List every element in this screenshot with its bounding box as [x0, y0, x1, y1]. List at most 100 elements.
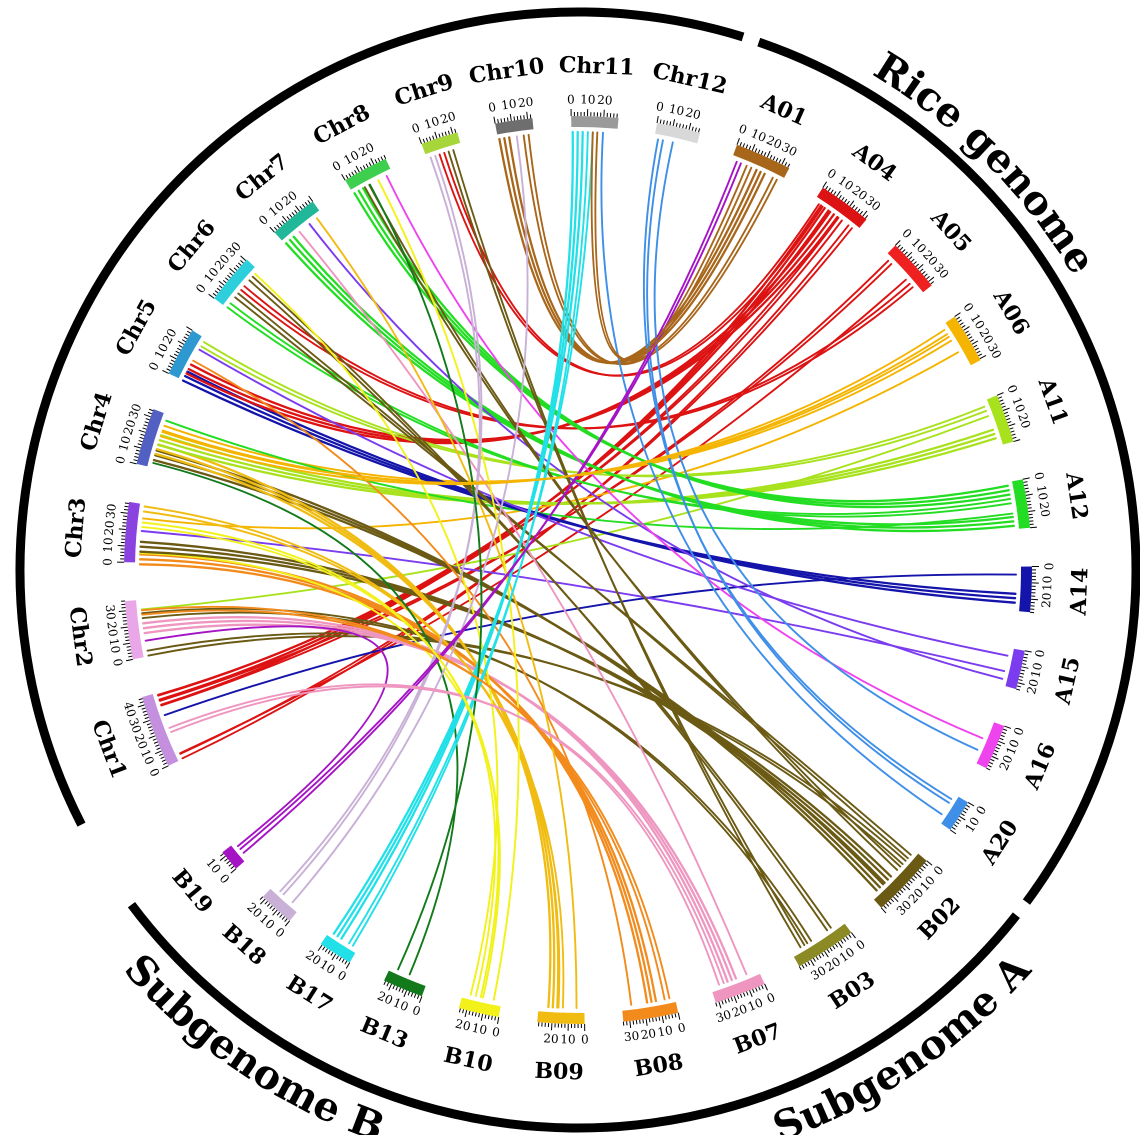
tick-mark [1023, 478, 1030, 479]
tick-label: 20 [439, 109, 458, 127]
tick-mark [1019, 676, 1023, 677]
synteny-link [453, 150, 800, 947]
tick-mark [1018, 683, 1025, 685]
tick-mark [886, 903, 889, 906]
chromosome-label: Chr12 [650, 57, 730, 99]
tick-mark [121, 512, 128, 513]
tick-mark [900, 890, 903, 893]
tick-mark [683, 124, 684, 128]
tick-mark [287, 216, 290, 219]
tick-mark [1026, 498, 1030, 499]
tick-label: 0 [146, 360, 162, 373]
chromosome-label: B17 [282, 970, 337, 1018]
chromosome-label: Chr9 [391, 68, 456, 111]
tick-mark [140, 437, 144, 438]
tick-mark [762, 985, 764, 989]
tick-mark [1003, 729, 1007, 730]
chromosome-label: A14 [1065, 567, 1093, 617]
tick-mark [902, 249, 905, 252]
tick-mark [779, 159, 781, 163]
tick-mark [270, 227, 275, 232]
tick-mark [127, 647, 131, 648]
tick-mark [143, 711, 147, 712]
tick-mark [1030, 527, 1037, 528]
tick-mark [844, 199, 846, 202]
tick-mark [411, 993, 412, 997]
tick-mark [1002, 406, 1006, 407]
tick-mark [229, 864, 232, 867]
tick-mark [277, 225, 280, 228]
tick-mark [139, 430, 146, 432]
subgenome-a-label: Subgenome A [767, 945, 1041, 1135]
tick-mark [161, 757, 165, 759]
tick-mark [179, 345, 182, 347]
chromosome-label: Chr2 [64, 605, 98, 668]
tick-mark [463, 1009, 464, 1013]
tick-mark [636, 1020, 637, 1024]
tick-mark [171, 360, 175, 362]
tick-label: 0 [960, 300, 976, 314]
tick-mark [182, 340, 185, 342]
tick-mark [285, 921, 289, 926]
chromosome-label: B09 [534, 1058, 584, 1086]
tick-label: 10 [203, 856, 224, 877]
tick-mark [159, 754, 163, 756]
tick-mark [119, 529, 126, 530]
tick-mark [1025, 651, 1032, 652]
tick-mark [914, 261, 917, 264]
tick-mark [168, 366, 172, 368]
tick-mark [954, 824, 957, 826]
tick-mark [826, 186, 828, 189]
tick-mark [143, 428, 147, 429]
tick-mark [1004, 726, 1011, 728]
tick-mark [231, 866, 234, 869]
tick-label: 10 [116, 434, 134, 452]
tick-mark [514, 116, 515, 120]
tick-mark [363, 165, 365, 169]
tick-mark [141, 434, 145, 435]
tick-mark [139, 699, 143, 700]
tick-label: 10 [668, 101, 686, 118]
tick-mark [740, 142, 741, 146]
tick-label: 0 [1041, 563, 1055, 571]
tick-mark [978, 354, 982, 356]
tick-mark [761, 151, 763, 155]
tick-mark [140, 702, 144, 703]
tick-mark [375, 159, 377, 163]
tick-mark [767, 151, 770, 157]
tick-mark [339, 957, 341, 960]
chromosome-band [1005, 649, 1024, 689]
tick-mark [300, 206, 302, 209]
tick-mark [177, 348, 180, 350]
tick-mark [485, 1015, 486, 1019]
tick-mark [504, 118, 505, 122]
tick-mark [891, 899, 894, 902]
tick-label: 0 [581, 1032, 589, 1046]
tick-mark [825, 951, 829, 957]
tick-mark [234, 268, 237, 271]
tick-label: 10 [746, 995, 765, 1014]
tick-mark [149, 736, 156, 739]
tick-mark [419, 137, 421, 144]
tick-mark [128, 653, 132, 654]
tick-mark [289, 214, 292, 217]
tick-mark [213, 293, 216, 295]
tick-label: 20 [104, 621, 120, 638]
tick-mark [144, 714, 148, 715]
tick-mark [997, 744, 1001, 746]
tick-mark [186, 334, 189, 336]
tick-label: 30 [126, 402, 144, 421]
tick-mark [150, 733, 154, 734]
tick-mark [756, 988, 758, 992]
synteny-link [146, 626, 388, 846]
tick-mark [387, 983, 389, 987]
tick-label: 10 [656, 1023, 674, 1040]
tick-label: 10 [500, 97, 517, 113]
tick-mark [389, 984, 392, 990]
tick-mark [889, 901, 892, 904]
tick-mark [451, 127, 453, 134]
tick-mark [273, 910, 278, 915]
